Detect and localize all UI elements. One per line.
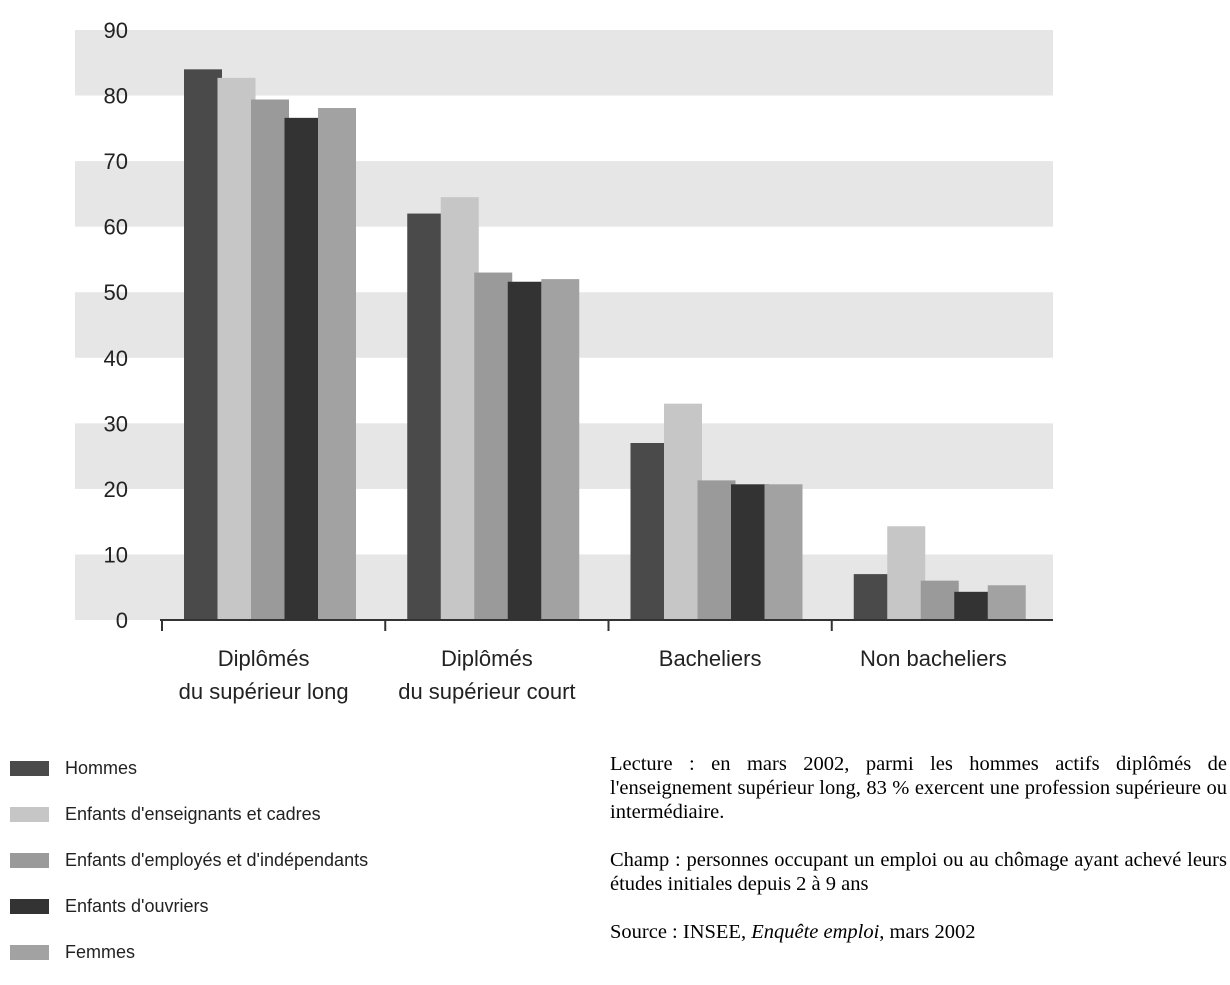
bar bbox=[407, 213, 446, 621]
legend-item: Enfants d'ouvriers bbox=[10, 883, 570, 929]
y-tick-label: 20 bbox=[104, 477, 128, 502]
legend-label: Hommes bbox=[65, 757, 138, 778]
y-tick-label: 10 bbox=[104, 542, 128, 567]
bar bbox=[731, 484, 769, 620]
legend: Hommes Enfants d'enseignants et cadres Enf… bbox=[10, 745, 570, 975]
x-axis bbox=[160, 619, 1053, 631]
bar bbox=[440, 197, 479, 620]
bar bbox=[987, 585, 1026, 620]
bar bbox=[630, 443, 669, 620]
legend-label: Femmes bbox=[65, 941, 136, 962]
source-title: Enquête emploi bbox=[751, 921, 880, 943]
y-tick-label: 70 bbox=[104, 149, 128, 174]
y-tick-label: 60 bbox=[104, 215, 128, 240]
legend-label: Enfants d'employés et d'indépendants bbox=[65, 849, 369, 870]
legend-swatch bbox=[10, 944, 49, 960]
y-tick-label: 50 bbox=[104, 280, 128, 305]
legend-item: Femmes bbox=[10, 929, 570, 975]
bars bbox=[184, 69, 1026, 621]
bar bbox=[507, 281, 546, 620]
legend-swatch bbox=[10, 760, 49, 776]
bar bbox=[954, 591, 993, 620]
category-label: Diplômés bbox=[441, 646, 533, 671]
y-tick-label: 0 bbox=[116, 608, 128, 633]
source-suffix: , mars 2002 bbox=[879, 921, 976, 943]
bar-chart: 0 10 20 30 40 50 60 70 80 90 Diplômés du supérieur… bbox=[75, 18, 1053, 704]
notes: Lecture : en mars 2002, parmi les hommes… bbox=[610, 752, 1227, 944]
y-tick-label: 80 bbox=[104, 84, 128, 109]
legend-item: Enfants d'employés et d'indépendants bbox=[10, 837, 570, 883]
bar bbox=[664, 403, 702, 620]
bar bbox=[887, 526, 926, 620]
category-label: du supérieur court bbox=[398, 679, 575, 704]
y-tick-label: 40 bbox=[104, 346, 128, 371]
lecture-note: Lecture : en mars 2002, parmi les hommes… bbox=[610, 753, 1227, 823]
y-tick-label: 90 bbox=[104, 18, 128, 43]
legend-label: Enfants d'enseignants et cadres bbox=[65, 803, 321, 824]
bar bbox=[251, 99, 289, 620]
champ-note: Champ : personnes occupant un emploi ou … bbox=[610, 849, 1227, 895]
bar bbox=[541, 279, 580, 620]
bar bbox=[920, 580, 959, 620]
bar bbox=[284, 117, 323, 620]
legend-swatch bbox=[10, 852, 49, 868]
category-label: Bacheliers bbox=[659, 646, 762, 671]
category-labels: Diplômés du supérieur long Diplômés du supé… bbox=[179, 646, 1007, 704]
category-label: du supérieur long bbox=[179, 679, 349, 704]
source-note: Source : INSEE, Enquête emploi, mars 200… bbox=[610, 920, 1227, 944]
y-axis-ticks: 0 10 20 30 40 50 60 70 80 90 bbox=[104, 18, 128, 633]
bar bbox=[184, 69, 222, 621]
source-prefix: Source : INSEE, bbox=[610, 921, 752, 943]
bar bbox=[697, 480, 736, 620]
legend-item: Hommes bbox=[10, 745, 570, 791]
bar bbox=[853, 574, 892, 620]
bar bbox=[318, 108, 356, 620]
legend-item: Enfants d'enseignants et cadres bbox=[10, 791, 570, 837]
y-tick-label: 30 bbox=[104, 411, 128, 436]
category-label: Non bacheliers bbox=[860, 646, 1007, 671]
bar bbox=[764, 484, 803, 620]
bar bbox=[217, 77, 256, 621]
legend-label: Enfants d'ouvriers bbox=[65, 895, 209, 916]
legend-swatch bbox=[10, 898, 49, 914]
legend-swatch bbox=[10, 806, 49, 822]
bar bbox=[474, 272, 513, 620]
category-label: Diplômés bbox=[218, 646, 310, 671]
